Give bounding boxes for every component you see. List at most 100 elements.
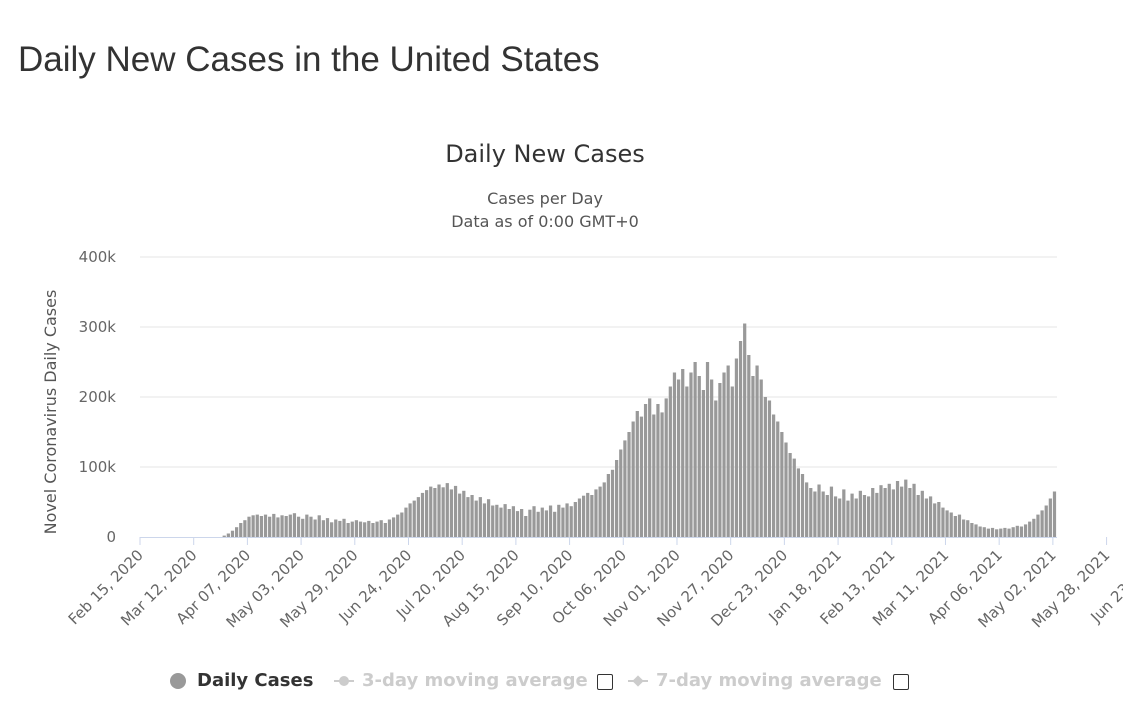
daily-cases-bar[interactable] [656, 404, 660, 537]
daily-cases-bar[interactable] [358, 521, 363, 537]
daily-cases-bar[interactable] [957, 514, 962, 537]
daily-cases-bar[interactable] [482, 503, 487, 537]
daily-cases-bar[interactable] [495, 504, 499, 537]
daily-cases-bar[interactable] [660, 412, 664, 537]
daily-cases-bar[interactable] [928, 496, 933, 537]
daily-cases-bar[interactable] [631, 421, 635, 538]
daily-cases-bar[interactable] [363, 522, 367, 537]
daily-cases-bar[interactable] [346, 523, 350, 537]
daily-cases-bar[interactable] [1036, 514, 1040, 537]
daily-cases-bar[interactable] [602, 482, 606, 537]
daily-cases-bar[interactable] [478, 497, 482, 537]
legend-item-3-day-average[interactable]: 3-day moving average [334, 670, 588, 691]
daily-cases-bar[interactable] [499, 507, 503, 537]
daily-cases-bar[interactable] [330, 522, 334, 537]
daily-cases-bar[interactable] [962, 519, 966, 538]
daily-cases-bar[interactable] [920, 490, 924, 537]
daily-cases-bar[interactable] [334, 519, 338, 538]
daily-cases-bar[interactable] [933, 503, 937, 537]
daily-cases-bar[interactable] [966, 520, 970, 537]
daily-cases-bar[interactable] [710, 379, 714, 538]
daily-cases-bar[interactable] [263, 514, 268, 537]
daily-cases-bar[interactable] [759, 379, 763, 538]
daily-cases-bar[interactable] [974, 524, 978, 537]
daily-cases-bar[interactable] [990, 527, 995, 537]
daily-cases-bar[interactable] [1028, 521, 1032, 537]
daily-cases-bar[interactable] [895, 481, 900, 537]
daily-cases-bar[interactable] [800, 474, 805, 537]
daily-cases-bar[interactable] [1011, 527, 1015, 537]
daily-cases-bar[interactable] [255, 514, 259, 537]
daily-cases-bar[interactable] [486, 499, 491, 537]
daily-cases-bar[interactable] [838, 498, 842, 538]
daily-cases-bar[interactable] [391, 517, 396, 537]
daily-cases-bar[interactable] [462, 490, 466, 537]
daily-cases-bar[interactable] [887, 483, 891, 537]
daily-cases-bar[interactable] [515, 511, 520, 537]
daily-cases-bar[interactable] [763, 397, 767, 537]
daily-cases-bar[interactable] [652, 414, 656, 538]
daily-cases-bar[interactable] [879, 485, 883, 537]
daily-cases-bar[interactable] [648, 398, 652, 537]
daily-cases-bar[interactable] [561, 507, 565, 537]
daily-cases-bar[interactable] [396, 514, 400, 537]
daily-cases-bar[interactable] [466, 497, 470, 537]
daily-cases-bar[interactable] [817, 484, 821, 538]
daily-cases-bar[interactable] [540, 507, 544, 537]
daily-cases-bar[interactable] [536, 511, 540, 537]
daily-cases-bar[interactable] [581, 495, 586, 537]
daily-cases-bar[interactable] [532, 506, 536, 537]
daily-cases-bar[interactable] [982, 527, 986, 537]
daily-cases-bar[interactable] [643, 404, 648, 537]
daily-cases-bar[interactable] [730, 386, 734, 538]
daily-cases-bar[interactable] [301, 518, 305, 537]
daily-cases-bar[interactable] [858, 490, 862, 537]
daily-cases-bar[interactable] [548, 505, 553, 538]
legend-item-7-day-average[interactable]: 7-day moving average [628, 670, 882, 691]
daily-cases-bar[interactable] [986, 528, 991, 537]
daily-cases-bar[interactable] [520, 509, 524, 537]
daily-cases-bar[interactable] [805, 482, 809, 537]
daily-cases-bar[interactable] [313, 519, 317, 538]
daily-cases-bar[interactable] [276, 517, 280, 537]
daily-cases-bar[interactable] [809, 488, 813, 537]
daily-cases-bar[interactable] [755, 365, 759, 538]
daily-cases-bar[interactable] [367, 520, 371, 537]
daily-cases-bar[interactable] [511, 506, 515, 537]
daily-cases-bar[interactable] [871, 488, 875, 537]
daily-cases-bar[interactable] [400, 512, 404, 538]
daily-cases-bar[interactable] [693, 362, 697, 537]
daily-cases-bar[interactable] [247, 516, 251, 537]
daily-cases-bar[interactable] [941, 507, 945, 537]
daily-cases-bar[interactable] [945, 510, 949, 537]
daily-cases-bar[interactable] [528, 509, 532, 537]
daily-cases-bar[interactable] [342, 518, 346, 537]
daily-cases-bar[interactable] [676, 379, 681, 538]
daily-cases-bar[interactable] [586, 492, 590, 537]
daily-cases-bar[interactable] [1048, 498, 1052, 538]
daily-cases-bar[interactable] [280, 515, 284, 537]
daily-cases-bar[interactable] [544, 510, 549, 537]
daily-cases-bar[interactable] [235, 527, 239, 537]
daily-cases-bar[interactable] [672, 372, 677, 538]
daily-cases-bar[interactable] [821, 491, 825, 538]
daily-cases-bar[interactable] [615, 460, 619, 537]
daily-cases-bar[interactable] [904, 479, 908, 537]
daily-cases-bar[interactable] [338, 520, 342, 537]
daily-cases-bar[interactable] [569, 506, 573, 537]
daily-cases-bar[interactable] [924, 498, 929, 538]
daily-cases-bar[interactable] [668, 386, 672, 538]
daily-cases-bar[interactable] [272, 513, 276, 537]
daily-cases-bar[interactable] [1040, 510, 1044, 537]
daily-cases-bar[interactable] [445, 483, 449, 537]
daily-cases-bar[interactable] [908, 488, 912, 537]
daily-cases-bar[interactable] [623, 440, 627, 537]
daily-cases-bar[interactable] [577, 498, 582, 538]
daily-cases-bar[interactable] [404, 507, 408, 537]
daily-cases-bar[interactable] [470, 495, 474, 537]
daily-cases-bar[interactable] [230, 530, 235, 537]
daily-cases-bar[interactable] [375, 521, 379, 537]
daily-cases-bar[interactable] [627, 432, 631, 537]
legend-item-daily-cases[interactable]: Daily Cases [170, 670, 313, 691]
daily-cases-bar[interactable] [900, 486, 904, 537]
